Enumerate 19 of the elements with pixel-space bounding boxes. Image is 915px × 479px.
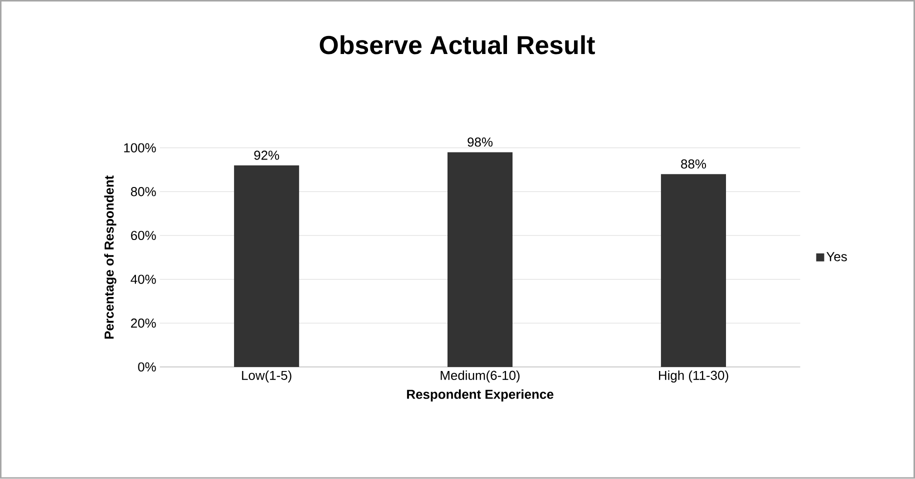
x-tick-label: Low(1-5) (242, 370, 292, 383)
x-tick-label: High (11-30) (659, 370, 728, 383)
x-axis-title: Respondent Experience (407, 390, 554, 402)
y-tick-label: 40% (130, 274, 156, 284)
data-label: 98% (468, 138, 493, 147)
bar (660, 174, 726, 368)
x-tick-label: Medium(6-10) (440, 370, 520, 383)
y-tick-label: 20% (131, 318, 156, 328)
data-label: 92% (254, 150, 280, 160)
chart-title: Observe Actual Result (320, 35, 595, 54)
y-tick-label: 0% (138, 362, 156, 372)
y-tick-label: 60% (131, 231, 156, 240)
y-axis-title: Percentage of Respondent (104, 176, 116, 339)
bar (234, 165, 300, 368)
y-tick-label: 80% (130, 187, 156, 196)
data-label: 88% (681, 160, 706, 169)
bar (448, 152, 513, 368)
legend-label: Yes (826, 252, 847, 262)
y-tick-label: 100% (124, 143, 156, 153)
